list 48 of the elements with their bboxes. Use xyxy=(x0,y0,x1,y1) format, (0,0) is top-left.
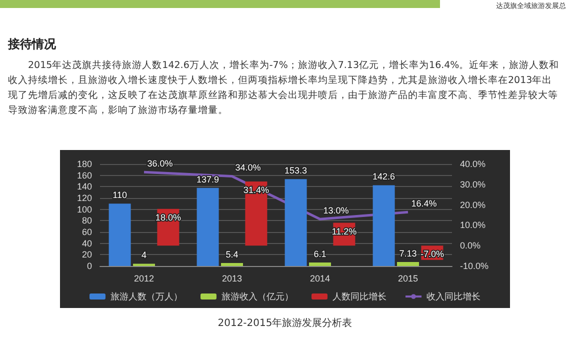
data-label: 7.13 xyxy=(399,248,417,258)
y-tick-label: 100 xyxy=(76,204,92,214)
data-label: 34.0% xyxy=(235,162,261,173)
y-tick-label: 160 xyxy=(76,170,92,180)
y-tick-label: 140 xyxy=(76,182,92,192)
y-tick-label: 120 xyxy=(76,193,92,203)
y-tick-label: 180 xyxy=(76,159,92,169)
y2-tick-label: 20.0% xyxy=(460,200,486,210)
x-tick-label: 2012 xyxy=(134,274,154,284)
chart-title: 接待情况 xyxy=(8,36,56,53)
bar xyxy=(372,185,395,266)
text: 2015年达茂旗共接待旅游人数142.6万人次，增长率为-7%；旅游收入7.13亿元，增长率为16.4%。近年来，旅游人数和收入持续增长，且旅游收入增长速度快于人数增长，但两项指标增长率均呈现下降趋势，尤其是旅游收入增长率在2013年出现了先增后减的变化，这反映了在达茂旗草原丝路和那达慕大会出现井喷后，由于旅游产品的丰富度不高、季节性差异较大等导致游客满意度不高，影响了旅游市场存量增量。 xyxy=(8,59,560,118)
bar xyxy=(221,262,243,266)
bar xyxy=(284,179,307,266)
data-label: 16.4% xyxy=(411,198,437,209)
data-label: 137.9 xyxy=(196,174,220,184)
data-label: 5.4 xyxy=(226,249,238,260)
data-label: 13.0% xyxy=(323,206,349,216)
x-tick-label: 2013 xyxy=(222,274,242,284)
x-tick-label: 2014 xyxy=(310,274,330,284)
x-tick-label: 2015 xyxy=(398,274,418,284)
y2-tick-label: 10.0% xyxy=(460,220,486,230)
data-label: 153.3 xyxy=(284,166,308,176)
bar xyxy=(108,204,131,266)
bar xyxy=(196,188,219,266)
bar xyxy=(397,262,419,266)
legend-label: 人数同比增长 xyxy=(332,292,386,302)
y2-tick-label: -10.0% xyxy=(460,261,489,271)
data-label: 142.6 xyxy=(372,172,396,182)
data-label: 110 xyxy=(112,190,127,200)
text: 2012-2015年旅游发展分析表 xyxy=(216,316,354,330)
legend-label: 收入同比增长 xyxy=(426,292,480,302)
legend-label: 旅游人数（万人） xyxy=(110,292,182,302)
y-tick-label: 0 xyxy=(86,261,92,271)
y-tick-label: 20 xyxy=(82,250,92,260)
legend-label: 旅游收入（亿元） xyxy=(222,292,294,302)
y2-tick-label: 30.0% xyxy=(460,179,486,190)
y2-tick-label: 40.0% xyxy=(460,159,486,169)
y-tick-label: 40 xyxy=(82,238,92,248)
bar xyxy=(309,262,331,266)
y2-tick-label: 0.0% xyxy=(460,240,481,251)
y-tick-label: 60 xyxy=(82,227,92,237)
data-label: 36.0% xyxy=(147,158,173,169)
y-tick-label: 80 xyxy=(82,216,92,226)
data-label: 11.2% xyxy=(332,226,357,236)
data-label: 6.1 xyxy=(314,249,326,260)
data-label: -7.0% xyxy=(420,249,444,260)
data-label: 4 xyxy=(141,250,147,260)
